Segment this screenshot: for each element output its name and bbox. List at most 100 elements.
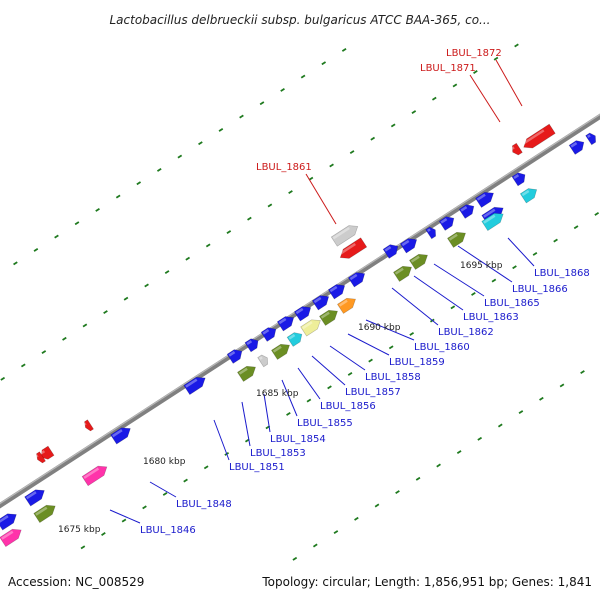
gene-label: LBUL_1862 [438,327,494,338]
gene-feature [39,445,55,460]
gene-feature [522,123,556,149]
tick-mark [20,363,26,368]
gene-feature [409,253,428,270]
tick-mark [101,532,106,536]
tick-mark [62,336,67,341]
label-leaders [109,59,535,524]
gene-feature [382,244,399,259]
label-leader [391,287,439,326]
gene-feature [286,332,303,347]
tick-mark [121,518,127,523]
tick-mark [321,61,327,66]
label-leader [305,173,337,225]
gene-label: LBUL_1846 [140,525,196,536]
gene-feature [83,419,94,432]
tick-mark [103,310,108,315]
label-leader [149,481,177,498]
tick-mark [333,530,339,535]
tick-mark [0,376,6,381]
tick-mark [306,398,312,403]
scale-label: 1680 kbp [143,457,186,467]
gene-feature [237,365,256,382]
gene-feature [300,319,321,337]
label-leader [457,245,513,283]
gene-label: LBUL_1860 [414,342,470,353]
gene-label: LBUL_1866 [512,284,568,295]
tick-mark [142,505,147,510]
tick-mark [411,110,417,115]
gene-label: LBUL_1858 [365,372,421,383]
gene-feature [330,225,359,247]
gene-label: LBUL_1863 [463,312,519,323]
tick-mark [95,207,100,212]
tick-mark [82,323,88,328]
gene-feature [311,295,330,311]
tick-mark [514,43,519,48]
tick-mark [327,385,332,390]
tick-mark [312,543,318,548]
tick-mark [532,251,538,256]
tick-mark [349,150,355,155]
gene-label: LBUL_1853 [250,448,306,459]
label-leader [433,263,485,297]
tick-mark [473,70,478,74]
label-leader [329,345,366,371]
tick-mark [218,127,224,132]
tick-mark [259,101,265,106]
gene-feature [0,528,22,548]
tick-mark [239,114,244,119]
tick-mark [54,234,59,239]
tick-mark [185,256,191,261]
tick-mark [518,410,524,415]
label-leader [297,367,321,400]
gene-feature [458,204,475,219]
tick-mark [493,56,499,61]
tick-mark [329,163,334,168]
tick-mark [300,74,306,79]
gene-feature [110,427,131,445]
label-leader [365,319,415,341]
scale-label: 1695 kbp [460,261,503,271]
tick-mark [354,516,359,521]
gene-label: LBUL_1868 [534,268,590,279]
gene-labels: LBUL_1846 LBUL_1848 LBUL_1851 LBUL_1853 LBUL… [140,48,590,536]
gene-label: LBUL_1857 [345,387,401,398]
tick-mark [497,423,503,428]
genome-summary: Topology: circular; Length: 1,856,951 bp… [261,575,592,589]
gene-feature [81,465,108,487]
tick-mark [409,331,415,336]
tick-mark [415,476,421,481]
tick-mark [539,396,544,401]
tick-mark [450,305,456,310]
gene-feature [585,132,596,146]
label-leader [213,419,230,461]
tick-marks [0,43,600,561]
tick-mark [594,211,600,216]
scale-label: 1690 kbp [358,323,401,333]
tick-mark [247,216,252,221]
gene-feature [511,142,523,156]
tick-mark [177,154,183,159]
tick-mark [456,450,462,455]
tick-mark [395,490,400,495]
gene-feature [347,272,366,288]
gene-label: LBUL_1848 [176,499,232,510]
gene-feature [183,376,206,396]
gene-feature [393,265,412,282]
tick-mark [136,181,142,186]
gene-feature [257,354,268,368]
label-leader [495,59,523,107]
tick-mark [198,141,203,146]
gene-feature [337,297,356,314]
gene-feature [226,349,243,364]
label-leader [469,74,501,123]
gene-feature [519,188,538,204]
tick-mark [156,167,162,172]
tick-mark [80,545,86,550]
map-title: Lactobacillus delbrueckii subsp. bulgari… [110,13,491,27]
label-leader [241,401,251,447]
gene-label: LBUL_1871 [420,63,476,74]
tick-mark [512,265,517,270]
gene-feature [327,284,346,300]
